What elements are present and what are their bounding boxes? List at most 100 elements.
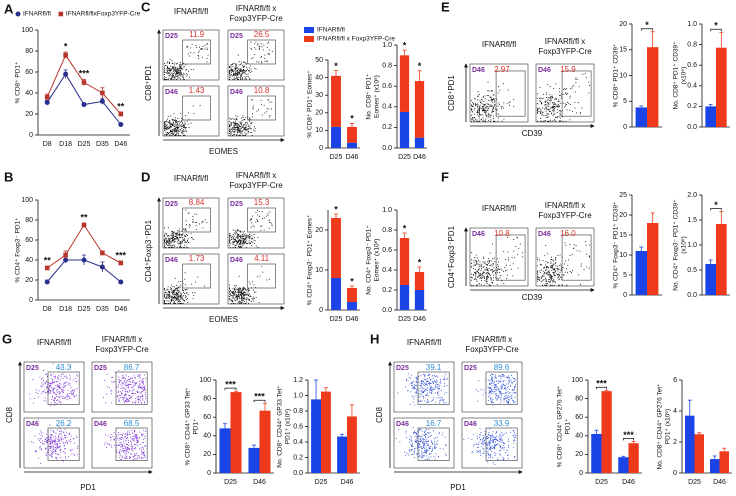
event-dot [54,442,56,444]
event-dot [236,242,238,244]
event-dot [173,132,175,134]
event-dot [235,134,237,136]
bar [414,290,425,310]
column-title: IFNARfl/fl x [545,201,585,210]
event-dot [54,402,56,404]
event-dot [269,49,271,51]
event-dot [498,113,500,115]
event-dot [243,296,245,298]
y-axis-label: CD4⁺Foxp3⁻PD1 [447,225,456,288]
event-dot [72,393,74,395]
event-dot [140,395,142,397]
event-dot [485,281,487,283]
event-dot [424,375,425,377]
event-dot [548,109,550,111]
event-dot [140,391,142,393]
significance: * [334,204,338,214]
event-dot [239,129,241,131]
event-dot [134,393,136,395]
event-dot [429,453,431,455]
event-dot [52,373,54,375]
event-dot [252,108,254,110]
event-dot [164,295,166,297]
event-dot [50,433,52,435]
event-dot [240,246,242,248]
significance-bracket [710,208,722,211]
event-dot [137,455,139,457]
event-dot [490,378,492,380]
event-dot [476,119,478,121]
event-dot [235,238,236,240]
event-dot [243,241,245,243]
event-dot [178,68,180,69]
bar [716,224,727,295]
event-dot [565,120,567,122]
event-dot [545,269,547,271]
y-tick-label: 0 [29,297,33,304]
event-dot [48,445,50,447]
event-dot [184,229,186,231]
event-dot [52,442,54,444]
event-dot [144,438,146,440]
significance: ** [117,101,125,111]
event-dot [233,232,235,234]
event-dot [588,92,590,94]
event-dot [176,298,178,300]
event-dot [128,433,130,435]
event-dot [428,374,430,376]
event-dot [76,380,78,382]
event-dot [239,125,241,127]
event-dot [513,380,515,382]
event-dot [559,90,561,92]
event-dot [431,392,433,394]
event-dot [111,390,113,392]
event-dot [178,239,180,241]
event-dot [482,273,484,275]
event-dot [173,298,175,300]
event-dot [119,394,121,396]
event-dot [137,445,139,447]
event-dot [111,381,113,383]
event-dot [271,50,273,52]
event-dot [62,395,64,397]
event-dot [234,128,236,130]
event-dot [415,433,417,435]
event-dot [133,436,135,438]
event-dot [558,275,560,277]
event-dot [235,247,237,248]
significance: *** [79,69,90,79]
event-dot [482,119,484,121]
event-dot [235,291,236,293]
event-dot [553,284,555,286]
event-dot [258,48,260,50]
event-dot [245,288,247,290]
event-dot [176,123,178,125]
event-dot [478,273,480,275]
event-dot [231,122,233,124]
event-dot [50,391,51,392]
event-dot [493,257,495,259]
event-dot [56,391,58,393]
event-dot [60,402,62,404]
event-dot [558,284,560,286]
event-dot [239,69,241,71]
event-dot [542,97,544,99]
event-dot [236,134,238,136]
event-dot [422,442,424,443]
event-dot [184,234,186,236]
event-dot [497,387,499,389]
event-dot [537,280,539,282]
event-dot [487,90,489,92]
event-dot [182,135,184,136]
event-dot [247,123,249,125]
event-dot [440,380,442,382]
day-label: D46 [165,89,178,96]
event-dot [411,387,413,389]
event-dot [132,439,134,441]
event-dot [129,381,130,383]
event-dot [425,383,427,385]
event-dot [168,68,170,70]
y-axis-label: % CD8⁺ PD1⁺ Eomes⁺ [307,70,314,138]
event-dot [63,382,65,384]
event-dot [537,276,539,278]
